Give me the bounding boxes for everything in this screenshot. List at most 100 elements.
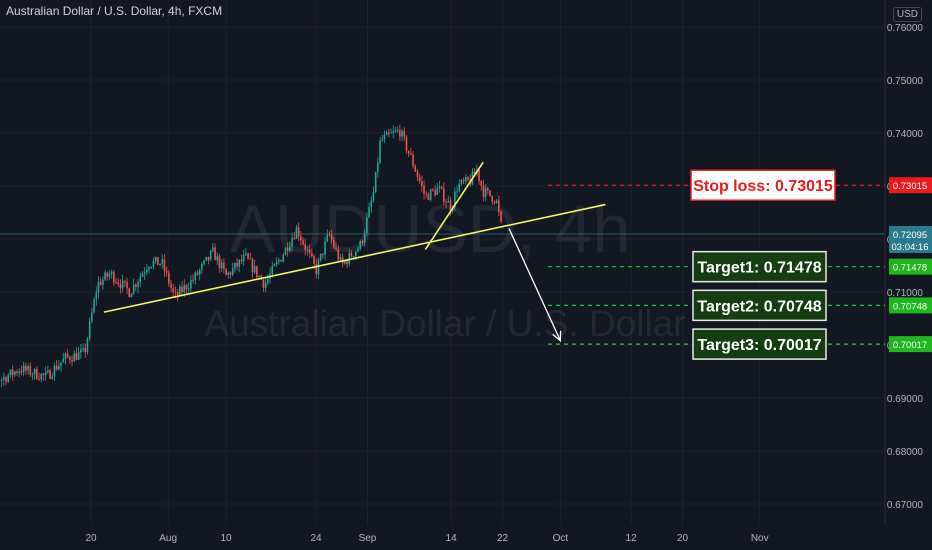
candle-body	[240, 259, 243, 262]
candle-body	[473, 171, 476, 174]
candle-body	[165, 270, 168, 273]
watermark-symbol: AUDUSD, 4h	[230, 191, 631, 267]
candle-body	[0, 379, 3, 382]
candle-body	[247, 253, 249, 259]
candle-body	[113, 271, 115, 283]
candle-body	[31, 374, 34, 376]
candle-body	[194, 272, 197, 281]
candle-body	[139, 276, 142, 283]
candle-body	[322, 253, 324, 255]
candle-body	[427, 194, 430, 200]
candle-body	[58, 365, 60, 370]
candle-body	[352, 256, 355, 258]
candle-body	[385, 132, 388, 136]
candle-body	[487, 188, 489, 191]
candle-body	[366, 217, 368, 233]
candle-body	[465, 176, 467, 182]
currency-label[interactable]: USD	[892, 7, 922, 22]
candle-body	[161, 259, 164, 264]
candle-body	[102, 279, 104, 285]
candle-body	[273, 264, 276, 267]
candle-body	[401, 130, 403, 137]
axis-price-tag	[889, 258, 932, 275]
candle-body	[71, 360, 73, 362]
x-tick-label: 24	[310, 533, 322, 544]
candle-body	[462, 179, 465, 182]
support-trendline	[103, 203, 606, 313]
candle-body	[458, 183, 461, 192]
level-label: Target3: 0.70017	[697, 337, 821, 354]
candle-body	[300, 236, 302, 241]
candle-body	[271, 266, 274, 274]
candle-body	[214, 247, 216, 261]
candle-body	[27, 366, 29, 371]
x-tick-label: 10	[220, 533, 232, 544]
candle-body	[440, 186, 443, 189]
candle-body	[36, 368, 38, 379]
y-tick-label: 0.68000	[887, 447, 924, 458]
candle-body	[256, 266, 258, 277]
candle-body	[447, 200, 450, 203]
candle-body	[500, 211, 502, 222]
candle-body	[223, 262, 225, 269]
y-tick-label: 0.71000	[887, 288, 924, 299]
candle-body	[108, 273, 111, 277]
candle-body	[253, 266, 256, 273]
candle-body	[163, 259, 166, 271]
level-label: Stop loss: 0.73015	[693, 178, 833, 195]
candle-body	[245, 253, 247, 255]
candle-body	[220, 262, 223, 269]
axis-price-tag	[889, 297, 932, 314]
x-tick-label: 12	[626, 533, 638, 544]
candle-body	[183, 285, 186, 292]
candle-body	[306, 249, 309, 251]
candle-body	[181, 286, 183, 292]
candle-body	[238, 259, 241, 267]
candle-body	[278, 260, 280, 262]
candle-body	[313, 256, 315, 264]
candle-body	[333, 240, 335, 248]
candle-body	[84, 348, 87, 353]
y-tick-label: 0.76000	[887, 23, 924, 34]
y-tick-label: 0.75000	[887, 76, 924, 87]
x-tick-label: Aug	[159, 533, 177, 544]
candle-body	[38, 378, 40, 380]
level-label: Target1: 0.71478	[697, 260, 821, 277]
candle-body	[489, 190, 491, 196]
x-tick-label: 22	[497, 533, 509, 544]
candle-body	[82, 348, 84, 350]
candle-body	[495, 200, 498, 203]
candle-body	[396, 129, 399, 131]
candle-body	[434, 190, 436, 195]
candles	[0, 124, 502, 388]
axis-price-value: 0.71478	[893, 263, 927, 274]
candle-body	[289, 246, 291, 252]
level-box	[690, 169, 836, 201]
candle-body	[438, 186, 441, 188]
candle-body	[443, 188, 445, 203]
candle-body	[297, 227, 300, 237]
candle-body	[128, 288, 131, 298]
candle-body	[370, 200, 373, 208]
candle-body	[399, 129, 401, 137]
candle-body	[456, 191, 458, 193]
axis-price-tag	[889, 177, 932, 194]
candle-body	[73, 353, 76, 362]
candle-body	[429, 189, 432, 200]
candle-body	[185, 285, 188, 290]
candle-body	[77, 352, 80, 360]
candle-body	[478, 169, 480, 181]
candle-body	[29, 366, 32, 375]
candle-body	[51, 376, 54, 379]
candle-body	[93, 299, 95, 313]
candle-body	[209, 251, 212, 260]
candle-body	[423, 185, 425, 194]
candle-body	[5, 377, 7, 382]
candle-body	[172, 287, 175, 292]
candle-body	[11, 369, 14, 375]
candle-body	[368, 207, 370, 218]
candle-body	[454, 191, 456, 207]
candle-body	[198, 269, 201, 275]
candle-body	[390, 132, 392, 134]
